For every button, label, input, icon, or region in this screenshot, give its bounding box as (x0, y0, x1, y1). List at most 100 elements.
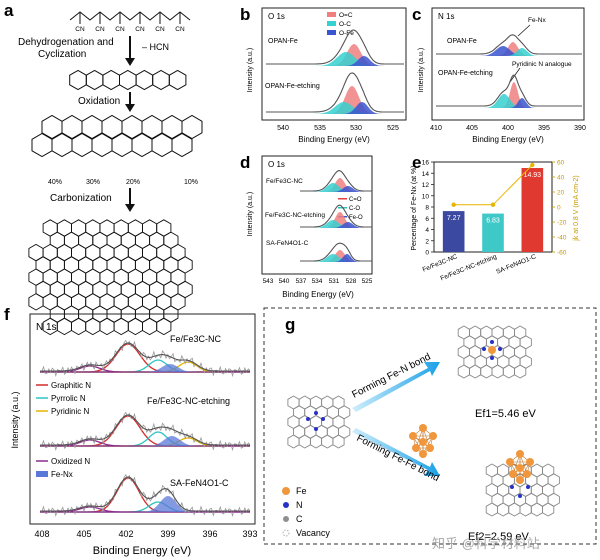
legend-label: O=C (339, 12, 353, 19)
fe-atom (526, 458, 534, 466)
panel-letter-g: g (285, 315, 295, 334)
panel-g-frame (263, 307, 597, 545)
legend-label: Fe-O (349, 215, 363, 221)
peak-component (300, 254, 372, 262)
percent-40: 40% (48, 179, 62, 186)
percent-20: 20% (126, 179, 140, 186)
tick: 530 (350, 125, 362, 132)
right-tick-label: 0 (557, 205, 561, 212)
right-tick-label: -20 (557, 220, 567, 227)
percent-10: 10% (184, 179, 198, 186)
sheet-ring (85, 317, 101, 336)
cn-label: CN (135, 26, 145, 33)
panel-b-frame (261, 7, 407, 121)
fe-atom (488, 346, 496, 354)
watermark: 知乎 @科学材料站 (432, 536, 540, 551)
sheet-ring (127, 317, 143, 336)
panel-letter-d: d (240, 153, 250, 172)
oxidized-ring (161, 114, 183, 140)
envelope-fit (40, 476, 250, 512)
peak-component (300, 183, 372, 192)
panel-g: Forming Fe-N bond Forming Fe-Fe bond Ef1… (263, 307, 597, 545)
panel-letter-c: c (412, 5, 421, 24)
fe-cluster (409, 424, 437, 458)
step1-label-b: Cyclization (38, 49, 86, 60)
legend-label: Pyrrolic N (51, 394, 86, 403)
sheet-ring (99, 317, 115, 336)
nitrogen-atom (314, 411, 318, 415)
nitrogen-atom (321, 417, 325, 421)
carbon-ring (491, 364, 504, 379)
ladder-ring (119, 69, 137, 91)
tick: 402 (118, 529, 133, 539)
nitrogen-atom (498, 347, 502, 351)
peak-component (266, 102, 404, 114)
label-sa-fen4o1-c: SA-FeN4O1-C (266, 240, 309, 247)
nitrogen-atom (314, 427, 318, 431)
label-fe-fe3c-nc-etching: Fe/Fe3C-NC-etching (265, 212, 325, 219)
left-tick-label: 0 (425, 250, 429, 257)
fe-atom (412, 444, 420, 452)
tick: 534 (312, 278, 323, 285)
nitrogen-atom (482, 347, 486, 351)
carbon-ring (321, 434, 334, 449)
bar (482, 213, 504, 252)
legend-label: Fe (296, 486, 307, 496)
oxidized-ring (121, 114, 143, 140)
cn-label: CN (95, 26, 105, 33)
tick: 540 (277, 125, 289, 132)
panel-d-xlabel: Binding Energy (eV) (282, 290, 354, 299)
tick: 408 (34, 529, 49, 539)
nitrogen-atom (518, 494, 522, 498)
tick: 525 (387, 125, 399, 132)
right-tick-label: 60 (557, 160, 565, 167)
tick: 399 (160, 529, 175, 539)
fe-atom (516, 476, 524, 484)
panel-c-ylabel: Intensity (a.u.) (418, 48, 425, 92)
panel-f: N 1s Fe/Fe3C-NC Fe/Fe3C-NC-etching SA-Fe… (10, 313, 258, 557)
oxidized-ring (81, 114, 103, 140)
legend-n-dot (283, 502, 289, 508)
arrow-2-head (125, 104, 135, 112)
panel-b-ylabel: Intensity (a.u.) (247, 48, 254, 92)
label-fe-fe3c-nc-etching: Fe/Fe3C-NC-etching (147, 396, 230, 406)
arrow-1-head (125, 58, 135, 66)
panel-e-ylabel-right: jk at 0.8 V (mA cm-2) (573, 175, 580, 241)
ladder-ring (135, 69, 154, 91)
panel-d-frame (261, 155, 373, 275)
panel-f-frame (29, 313, 256, 525)
right-tick-label: 40 (557, 175, 565, 182)
fe-cluster-adsorbed (506, 450, 534, 484)
envelope-fit (436, 34, 582, 55)
pan-backbone (69, 11, 191, 21)
panel-letter-a: a (4, 1, 14, 20)
panel-e-chart: 0 2 4 6 8 10 12 14 16 -60 -40 -20 0 20 40 60 7.27 6.83 1… (411, 160, 580, 283)
fe-atom (419, 424, 427, 432)
peak-component (266, 102, 404, 114)
left-tick-label: 12 (422, 182, 430, 189)
carbon-ring (485, 502, 498, 517)
panel-e-ylabel-left: Percentage of Fe-Nx (at %) (411, 165, 418, 250)
hcn-loss: – HCN (142, 42, 169, 52)
jk-line (453, 164, 533, 206)
legend-label: O-C (339, 21, 351, 28)
legend-fe-dot (282, 487, 290, 495)
legend-label: C=O (349, 197, 362, 203)
panel-letter-f: f (4, 305, 10, 324)
bar-value-label: 6.83 (486, 218, 500, 225)
tick: 405 (466, 125, 478, 132)
envelope-fit (266, 72, 404, 113)
peak-component (436, 42, 582, 56)
left-tick-label: 6 (425, 216, 429, 223)
envelope-fit (436, 74, 582, 107)
oxidized-ring (181, 114, 203, 140)
bar-value-label: 14.93 (524, 172, 542, 179)
oxidized-ring (61, 114, 83, 140)
panel-letter-b: b (240, 5, 250, 24)
legend-swatch (338, 198, 347, 200)
percent-30: 30% (86, 179, 100, 186)
envelope-fit (40, 342, 250, 372)
peak-component (300, 186, 372, 192)
fe-atom (426, 444, 434, 452)
legend-swatch (36, 471, 48, 477)
